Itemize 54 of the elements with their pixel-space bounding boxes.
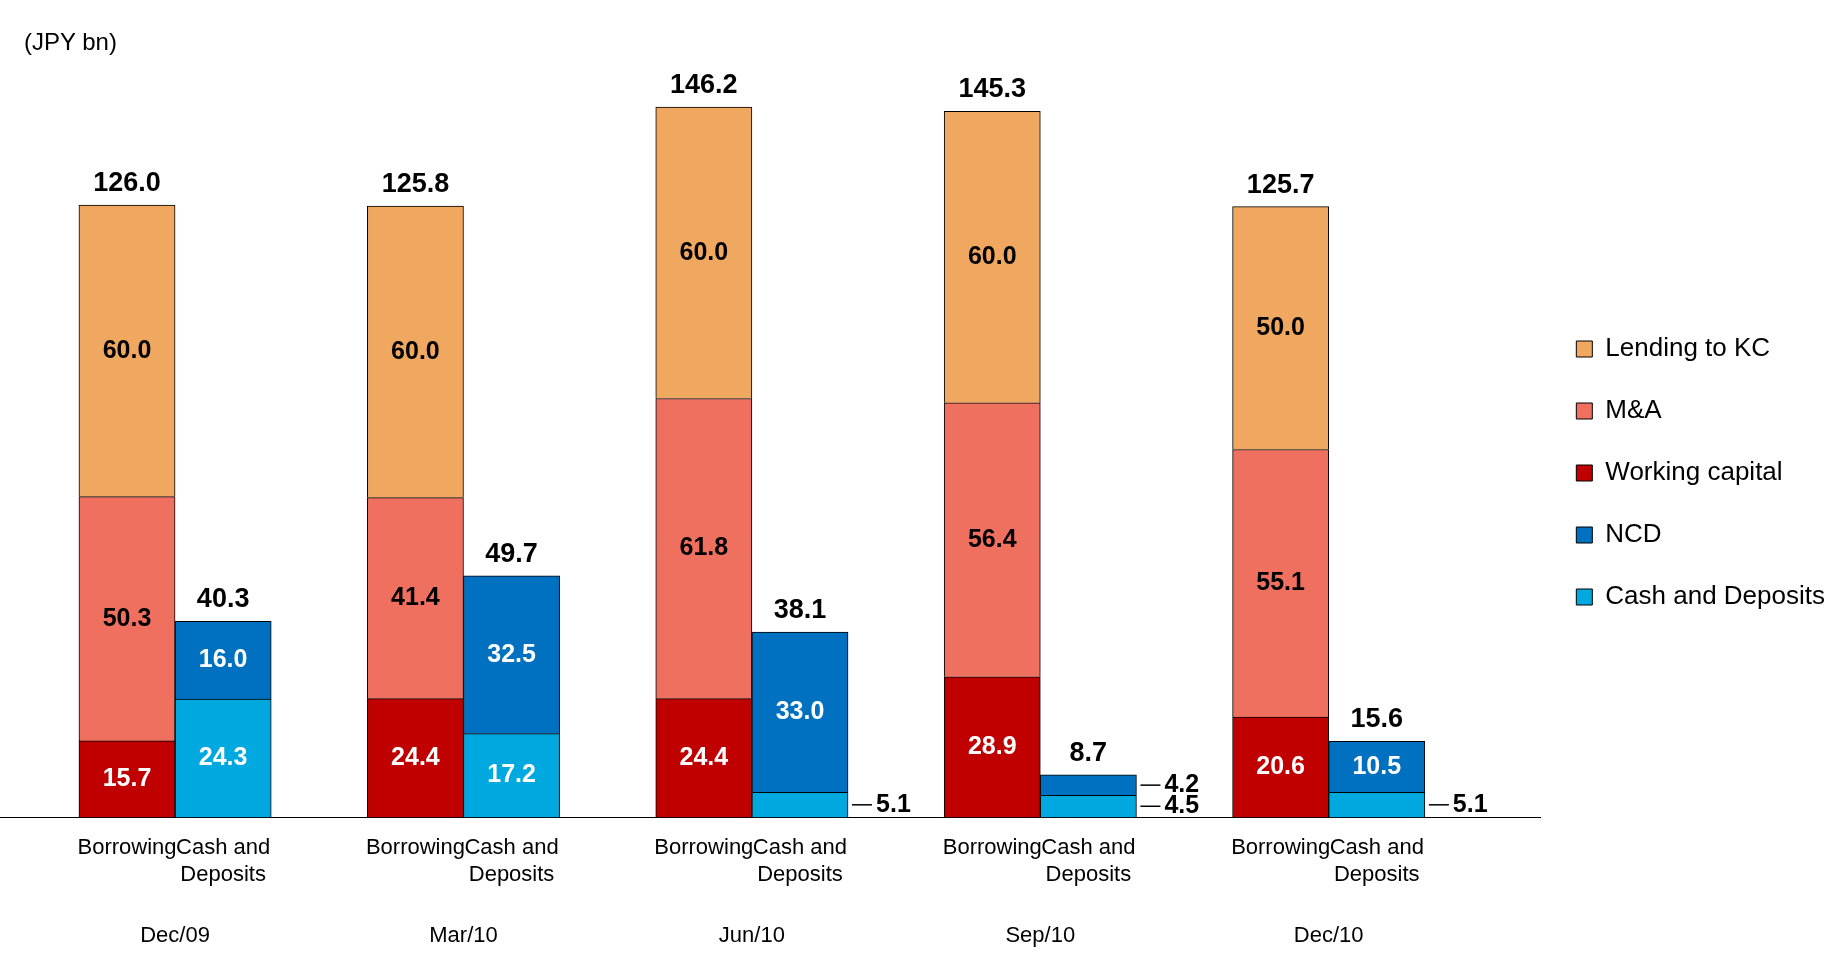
x-tick-label: Borrowing [942, 834, 1042, 860]
data-label: 60.0 [967, 241, 1017, 270]
total-label: 49.7 [485, 537, 538, 568]
text: Dec/09 [140, 922, 210, 948]
total-label: 15.6 [1350, 703, 1404, 734]
legend-label: NCD [1605, 518, 1662, 549]
data-label: 10.5 [1352, 750, 1402, 779]
total-label: 38.1 [773, 594, 827, 625]
data-label: 20.6 [1256, 751, 1305, 780]
legend-label: Cash and Deposits [1605, 580, 1826, 611]
total-label: 40.3 [196, 583, 250, 614]
x-tick-label: Cash and Deposits [1041, 834, 1136, 886]
legend-label: Working capital [1605, 456, 1783, 487]
text: Mar/10 [429, 922, 498, 948]
data-label: 24.4 [679, 741, 729, 770]
data-label: 16.0 [198, 644, 248, 673]
text: Dec/10 [1293, 922, 1364, 948]
data-label: 24.4 [391, 741, 440, 770]
total-label: 125.7 [1246, 168, 1315, 199]
x-tick-label: Borrowing [1231, 834, 1331, 860]
text: Jun/10 [718, 922, 785, 948]
data-label: 56.4 [967, 523, 1017, 552]
data-label: 24.3 [198, 742, 248, 771]
x-tick-label: Cash and Deposits [752, 834, 848, 886]
legend-label: M&A [1605, 394, 1663, 425]
x-tick-label: Borrowing [654, 834, 754, 860]
total-label: 145.3 [958, 73, 1027, 104]
legend-label: Lending to KC [1605, 332, 1771, 363]
data-label: 50.3 [102, 602, 152, 631]
total-label: 126.0 [93, 167, 161, 198]
data-label: 61.8 [679, 532, 729, 561]
x-tick-label: Cash and Deposits [464, 834, 559, 886]
data-label: 60.0 [679, 236, 729, 265]
data-label: 60.0 [102, 334, 152, 363]
data-label: 32.5 [487, 638, 536, 667]
data-label: 50.0 [1256, 311, 1305, 340]
data-label: 60.0 [391, 335, 440, 364]
x-tick-label: Borrowing [365, 834, 465, 860]
text: Sep/10 [1005, 922, 1076, 948]
data-label: 5.1 [876, 788, 911, 817]
y-axis-title: (JPY bn) [24, 28, 117, 56]
total-label: 8.7 [1069, 736, 1108, 767]
data-label: 41.4 [391, 582, 440, 611]
total-label: 146.2 [670, 68, 738, 99]
data-label: 28.9 [967, 730, 1017, 759]
total-label: 125.8 [381, 168, 450, 199]
data-label: 55.1 [1256, 567, 1306, 596]
x-tick-label: Cash and Deposits [1329, 834, 1424, 886]
x-tick-label: Borrowing [77, 834, 177, 860]
data-label: 5.1 [1452, 788, 1488, 817]
data-label: 33.0 [775, 696, 825, 725]
data-label: 15.7 [102, 762, 152, 791]
x-tick-label: Cash and Deposits [176, 834, 271, 886]
data-label: 17.2 [487, 759, 536, 788]
